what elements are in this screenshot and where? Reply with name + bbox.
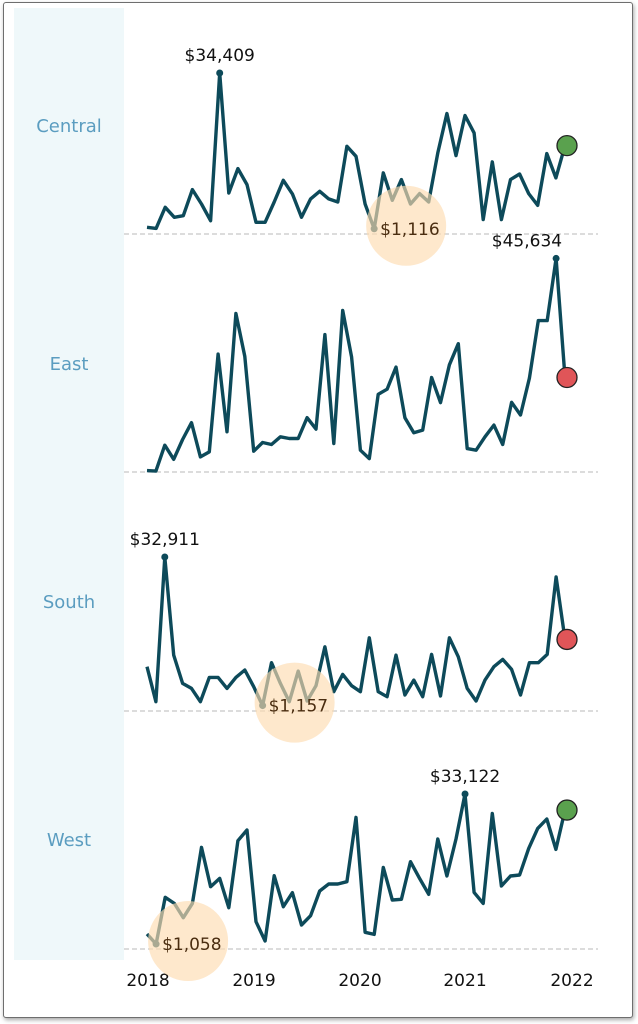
- max-point: [216, 69, 224, 77]
- x-tick-label: 2019: [232, 971, 276, 991]
- last-point-down: [556, 366, 578, 389]
- max-point: [552, 254, 560, 262]
- min-highlight-circle: [254, 662, 335, 743]
- max-label: $32,911: [130, 530, 200, 550]
- max-point: [461, 790, 469, 798]
- region-label-central: Central: [36, 116, 102, 137]
- series-line-east: [146, 256, 567, 473]
- region-label-column: [14, 8, 124, 960]
- x-tick-label: 2020: [338, 971, 382, 991]
- region-label-east: East: [49, 354, 89, 375]
- max-label: $34,409: [185, 46, 255, 66]
- x-tick-label: 2021: [443, 971, 487, 991]
- series-line-south: [145, 555, 567, 708]
- series-line-west: [145, 792, 567, 946]
- max-point: [161, 553, 169, 561]
- region-label-west: West: [46, 830, 92, 851]
- x-tick-label: 2018: [126, 971, 170, 991]
- min-label: $1,157: [269, 697, 328, 717]
- last-point-down: [556, 628, 578, 651]
- series-line-central: [146, 71, 567, 231]
- x-tick-label: 2022: [550, 971, 594, 991]
- min-highlight-circle: [366, 185, 447, 266]
- last-point-up: [556, 134, 578, 157]
- min-highlight-circle: [148, 901, 229, 982]
- min-label: $1,116: [380, 220, 439, 240]
- max-label: $45,634: [492, 231, 562, 251]
- region-label-south: South: [42, 592, 96, 613]
- last-point-up: [556, 799, 578, 821]
- min-label: $1,058: [162, 935, 221, 955]
- max-label: $33,122: [430, 767, 500, 787]
